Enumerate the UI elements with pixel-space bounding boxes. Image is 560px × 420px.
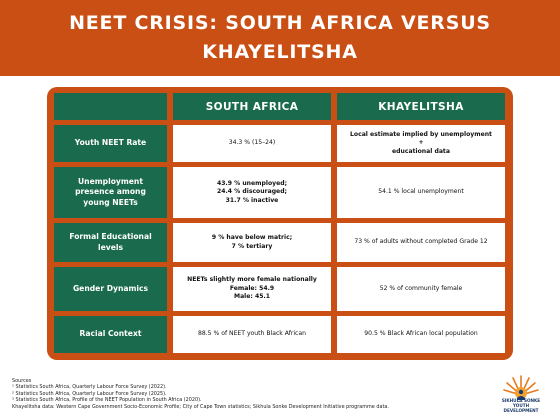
value-line: educational data (392, 147, 450, 155)
sunburst-logo-icon (503, 375, 539, 400)
title-banner: NEET CRISIS: SOUTH AFRICA VERSUS KHAYELI… (0, 0, 560, 76)
sa-educational-levels: 9 % have below matric; 7 % tertiary (173, 223, 331, 262)
row-label-unemployment-presence: Unemployment presence among young NEETs (54, 167, 167, 218)
value-line: Male: 45.1 (234, 293, 270, 301)
row-label-racial-context: Racial Context (54, 316, 167, 353)
value-line: 54.1 % local unemployment (378, 188, 464, 196)
source-item: ³ Statistics South Africa, Profile of th… (12, 397, 202, 404)
sa-unemployment-presence: 43.9 % unemployed; 24.4 % discouraged; 3… (173, 167, 331, 218)
logo-line-2: YOUTH DEVELOPMENT (503, 403, 539, 413)
header-blank-cell (54, 93, 167, 120)
value-line: 7 % tertiary (231, 242, 273, 250)
kh-youth-neet-rate: Local estimate implied by unemployment +… (337, 125, 505, 162)
value-line: 73 % of adults without completed Grade 1… (354, 238, 488, 246)
value-line: Local estimate implied by unemployment + (350, 130, 492, 147)
sa-youth-neet-rate: 34.3 % (15–24) (173, 125, 331, 162)
row-label-gender-dynamics: Gender Dynamics (54, 267, 167, 311)
kh-unemployment-presence: 54.1 % local unemployment (337, 167, 505, 218)
value-line: 52 % of community female (379, 284, 463, 292)
value-line: 9 % have below matric; (211, 234, 293, 241)
comparison-table: SOUTH AFRICA KHAYELITSHA Youth NEET Rate… (47, 87, 513, 360)
sa-gender-dynamics: NEETs slightly more female nationally Fe… (173, 267, 331, 311)
value-line: 43.9 % unemployed; (216, 179, 288, 187)
sources-heading: Sources (12, 378, 32, 384)
sa-racial-context: 88.5 % of NEET youth Black African (173, 316, 331, 353)
header-south-africa: SOUTH AFRICA (173, 93, 331, 120)
value-line: 90.5 % Black African local population (364, 330, 478, 338)
page-title: NEET CRISIS: SOUTH AFRICA VERSUS KHAYELI… (69, 12, 491, 63)
kh-racial-context: 90.5 % Black African local population (337, 316, 505, 353)
value-line: NEETs slightly more female nationally (187, 276, 317, 284)
value-line: 34.3 % (15–24) (228, 139, 276, 147)
value-line: 24.4 % discouraged; (216, 188, 287, 196)
value-line: 88.5 % of NEET youth Black African (197, 330, 306, 338)
sources-footnote: Sources ¹ Statistics South Africa, Quart… (12, 378, 492, 410)
kh-educational-levels: 73 % of adults without completed Grade 1… (337, 223, 505, 262)
value-line: Female: 54.9 (229, 284, 275, 292)
row-label-educational-levels: Formal Educational levels (54, 223, 167, 262)
kh-gender-dynamics: 52 % of community female (337, 267, 505, 311)
source-item: ² Statistics South Africa, Quarterly Lab… (12, 390, 167, 397)
row-label-youth-neet-rate: Youth NEET Rate (54, 125, 167, 162)
source-item: ¹ Statistics South Africa, Quarterly Lab… (12, 384, 167, 391)
source-item: Khayelitsha data: Western Cape Governmen… (12, 403, 389, 410)
value-line: 31.7 % inactive (225, 196, 279, 204)
header-khayelitsha: KHAYELITSHA (337, 93, 505, 120)
logo-text: SIKHULA SONKE YOUTH DEVELOPMENT (498, 398, 544, 413)
logo-line-1: SIKHULA SONKE (501, 398, 541, 403)
